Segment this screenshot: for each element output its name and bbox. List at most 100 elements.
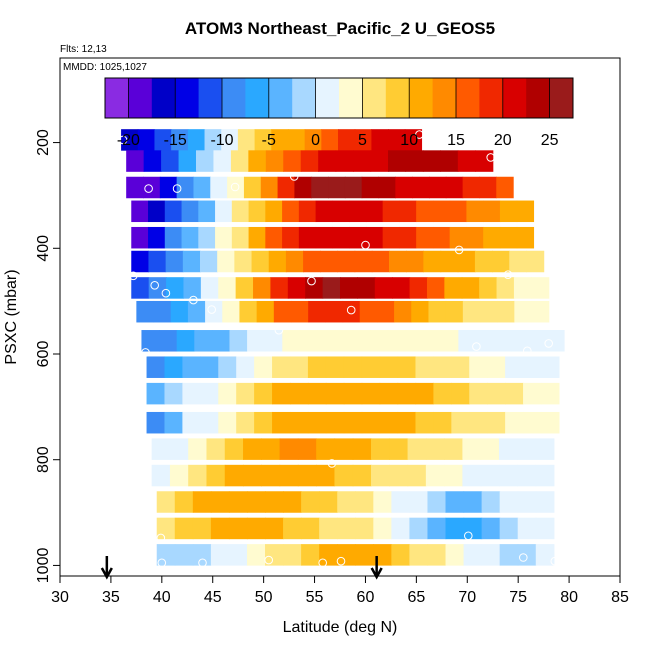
heatmap-cell — [193, 176, 211, 199]
heatmap-cell — [311, 176, 329, 199]
arrow-head — [370, 567, 383, 580]
heatmap-cell — [425, 438, 445, 460]
heatmap-cell — [304, 129, 322, 151]
heatmap-cell — [546, 330, 565, 352]
heatmap-cell — [230, 150, 249, 172]
colorbar-swatch — [292, 78, 316, 118]
heatmap-cell — [334, 464, 354, 487]
colorbar-swatch — [175, 78, 199, 118]
x-tick-label: 60 — [357, 589, 375, 606]
heatmap-cell — [148, 200, 166, 223]
heatmap-cell — [253, 277, 272, 299]
heatmap-cell — [409, 277, 428, 299]
heatmap-cell — [235, 277, 254, 299]
heatmap-cell — [509, 250, 528, 273]
heatmap-cell — [469, 382, 488, 405]
heatmap-cell — [409, 517, 429, 540]
heatmap-cell — [148, 226, 166, 249]
heatmap-cell — [204, 129, 222, 151]
heatmap-cell — [370, 150, 389, 172]
heatmap-cell — [531, 300, 550, 323]
heatmap-cell — [206, 464, 226, 487]
heatmap-cell — [210, 544, 230, 566]
heatmap-cell — [211, 330, 231, 352]
colorbar-tick-label: 15 — [447, 132, 465, 149]
heatmap-cell — [156, 544, 176, 566]
heatmap-cell — [399, 226, 417, 249]
colorbar-swatch — [105, 78, 129, 118]
heatmap-cell — [535, 491, 555, 513]
heatmap-cell — [426, 277, 445, 299]
heatmap-cell — [215, 226, 233, 249]
colorbar-swatch — [456, 78, 480, 118]
x-tick-label: 80 — [560, 589, 578, 606]
y-tick-label: 600 — [35, 341, 52, 368]
heatmap-cell — [325, 356, 345, 378]
heatmap-cell — [325, 411, 345, 434]
heatmap-cell — [291, 300, 309, 323]
heatmap-cell — [526, 250, 545, 273]
heatmap-cell — [462, 464, 482, 487]
mmdd-note: MMDD: 1025,1027 — [63, 62, 147, 73]
x-axis: 30 35 40 45 50 55 60 65 70 75 80 85 — [51, 576, 629, 606]
heatmap — [121, 129, 565, 566]
heatmap-cell — [243, 176, 262, 199]
heatmap-cell — [277, 176, 295, 199]
heatmap-cell — [154, 129, 172, 151]
heatmap-cell — [394, 300, 412, 323]
heatmap-cell — [427, 517, 447, 540]
heatmap-cell — [371, 250, 390, 273]
heatmap-cell — [379, 356, 399, 378]
x-axis-label: Latitude (deg N) — [283, 619, 398, 636]
heatmap-cell — [449, 226, 468, 249]
heatmap-cell — [458, 330, 477, 352]
heatmap-cell — [474, 250, 493, 273]
heatmap-cell — [283, 544, 302, 566]
heatmap-cell — [487, 382, 506, 405]
heatmap-cell — [516, 200, 535, 223]
heatmap-cell — [218, 382, 237, 405]
heatmap-cell — [265, 226, 283, 249]
heatmap-cell — [371, 438, 390, 460]
heatmap-cell — [256, 300, 275, 323]
heatmap-cell — [342, 300, 361, 323]
heatmap-cell — [461, 277, 480, 299]
sample-point — [327, 459, 337, 468]
heatmap-cell — [196, 150, 215, 172]
y-axis: 200 400 600 800 1000 — [35, 129, 60, 583]
heatmap-cell — [528, 330, 547, 352]
sample-point — [486, 153, 496, 162]
heatmap-cell — [254, 356, 273, 378]
heatmap-cell — [315, 226, 333, 249]
heatmap-cell — [164, 356, 183, 378]
heatmap-cell — [182, 250, 201, 273]
colorbar — [104, 77, 574, 119]
sample-point — [307, 276, 316, 286]
heatmap-cell — [412, 176, 430, 199]
colorbar-tick-label: -15 — [164, 132, 187, 149]
heatmap-cell — [213, 150, 232, 172]
heatmap-cell — [373, 544, 392, 566]
heatmap-cell — [415, 356, 435, 378]
sample-point — [289, 172, 299, 181]
heatmap-cell — [343, 382, 363, 405]
heatmap-cell — [289, 411, 309, 434]
heatmap-cell — [371, 464, 390, 487]
heatmap-cell — [254, 411, 273, 434]
heatmap-cell — [236, 382, 255, 405]
heatmap-cell — [365, 226, 384, 249]
heatmap-cell — [355, 544, 374, 566]
heatmap-cell — [307, 356, 327, 378]
sample-point — [318, 558, 328, 568]
heatmap-cell — [194, 330, 213, 352]
heatmap-cell — [493, 330, 512, 352]
sample-point — [519, 553, 528, 562]
heatmap-cell — [535, 544, 555, 566]
heatmap-cell — [483, 200, 501, 223]
heatmap-cell — [148, 250, 167, 273]
colorbar-swatch — [268, 78, 293, 118]
heatmap-cell — [498, 464, 518, 487]
heatmap-cell — [462, 300, 481, 323]
colorbar-frame — [104, 77, 574, 119]
heatmap-cell — [174, 544, 194, 566]
